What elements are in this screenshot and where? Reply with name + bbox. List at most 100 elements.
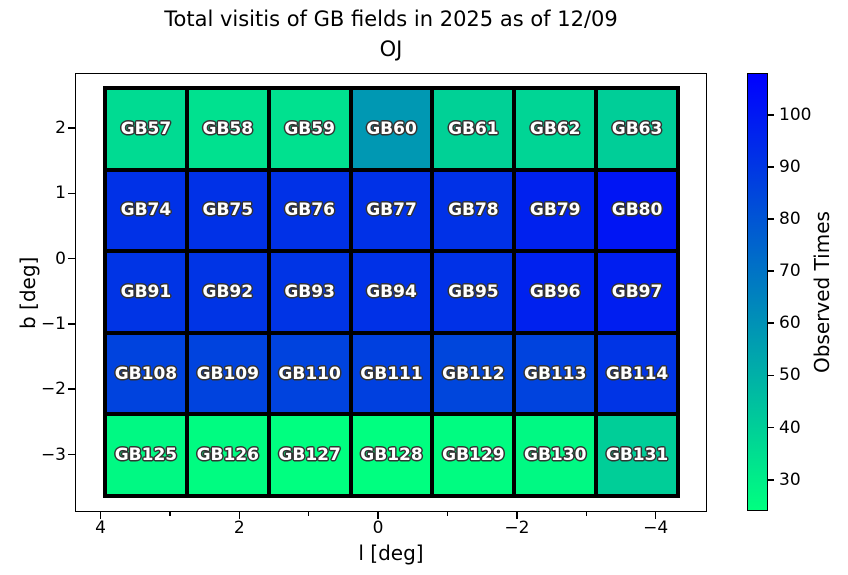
heatmap-cell-gb62: GB62 <box>516 90 595 168</box>
colorbar-gradient <box>747 73 768 511</box>
cell-label: GB109 <box>196 363 259 384</box>
heatmap-cell-gb75: GB75 <box>188 171 267 250</box>
cell-label: GB94 <box>366 281 417 302</box>
cell-label: GB79 <box>529 200 581 221</box>
cell-label: GB63 <box>611 118 663 139</box>
chart-title-line1: Total visitis of GB fields in 2025 as of… <box>164 7 618 31</box>
heatmap-cell-gb78: GB78 <box>434 171 513 250</box>
cell-label: GB92 <box>202 281 254 302</box>
y-tick-2 <box>68 127 75 129</box>
heatmap-cell-gb93: GB93 <box>270 253 349 331</box>
y-tick-label-2: 2 <box>55 118 66 138</box>
heatmap-cell-gb92: GB92 <box>188 253 267 331</box>
cell-label: GB129 <box>442 445 505 466</box>
colorbar-tick-80 <box>768 218 774 220</box>
heatmap-cell-gb126: GB126 <box>188 416 267 494</box>
heatmap-cell-gb113: GB113 <box>516 334 595 413</box>
colorbar-tick-label-50: 50 <box>779 365 801 386</box>
heatmap-cell-gb91: GB91 <box>107 253 185 331</box>
heatmap-grid: GB57 GB58 GB59 GB60 GB61 GB62 GB63 GB74 GB75 GB76… <box>103 86 680 498</box>
cell-label: GB128 <box>360 445 423 466</box>
colorbar-tick-90 <box>768 166 774 168</box>
cell-label: GB78 <box>448 200 499 221</box>
colorbar-tick-70 <box>768 270 774 272</box>
y-tick-label-−1: −1 <box>40 313 66 334</box>
colorbar-tick-label-80: 80 <box>779 209 801 229</box>
cell-label: GB59 <box>284 118 335 139</box>
heatmap-cell-gb95: GB95 <box>434 253 513 331</box>
heatmap-cell-gb114: GB114 <box>598 334 676 413</box>
cell-label: GB125 <box>114 445 178 466</box>
heatmap-cell-gb63: GB63 <box>598 90 676 168</box>
cell-label: GB111 <box>360 363 423 384</box>
x-tick-label-4: 4 <box>95 518 106 538</box>
cell-label: GB75 <box>202 200 254 221</box>
colorbar-tick-label-100: 100 <box>779 104 812 125</box>
x-tick-0 <box>377 512 379 519</box>
cell-label: GB60 <box>366 118 417 139</box>
cell-label: GB95 <box>448 281 499 302</box>
heatmap-cell-gb108: GB108 <box>107 334 185 413</box>
y-tick-−2 <box>68 388 75 390</box>
heatmap-cell-gb57: GB57 <box>107 90 185 168</box>
heatmap-cell-gb127: GB127 <box>270 416 349 494</box>
colorbar-tick-label-40: 40 <box>779 417 801 438</box>
heatmap-cell-gb61: GB61 <box>434 90 513 168</box>
heatmap-cell-gb80: GB80 <box>598 171 676 250</box>
colorbar-tick-30 <box>768 478 774 481</box>
y-axis-label: b [deg] <box>16 256 40 329</box>
cell-label: GB110 <box>278 363 341 384</box>
heatmap-cell-gb111: GB111 <box>352 334 431 413</box>
cell-label: GB77 <box>366 200 417 221</box>
x-minor-tick <box>585 512 588 516</box>
colorbar-tick-label-60: 60 <box>779 313 801 334</box>
heatmap-cell-gb109: GB109 <box>188 334 267 413</box>
y-tick-label-−2: −2 <box>40 379 66 400</box>
cell-label: GB91 <box>120 281 172 302</box>
heatmap-cell-gb76: GB76 <box>270 171 349 250</box>
colorbar-tick-100 <box>768 113 774 116</box>
heatmap-cell-gb94: GB94 <box>352 253 431 331</box>
heatmap-cell-gb79: GB79 <box>516 171 595 250</box>
heatmap-cell-gb96: GB96 <box>516 253 595 331</box>
colorbar-tick-50 <box>768 374 774 377</box>
x-minor-tick <box>169 512 171 516</box>
cell-label: GB96 <box>529 281 581 302</box>
colorbar-tick-label-90: 90 <box>779 156 801 177</box>
x-tick-label-2: 2 <box>233 518 245 538</box>
x-tick-label-0: 0 <box>372 518 384 538</box>
x-tick-4 <box>99 512 102 519</box>
cell-label: GB74 <box>120 200 172 221</box>
cell-label: GB62 <box>529 118 581 139</box>
cell-label: GB57 <box>120 118 172 139</box>
heatmap-cell-gb77: GB77 <box>352 171 431 250</box>
x-tick-label-−4: −4 <box>643 518 669 538</box>
heatmap-cell-gb125: GB125 <box>107 416 185 494</box>
colorbar-tick-60 <box>768 322 774 325</box>
y-tick-−1 <box>68 323 75 325</box>
cell-label: GB108 <box>114 363 178 384</box>
x-minor-tick <box>446 512 449 516</box>
cell-label: GB113 <box>524 363 587 384</box>
cell-label: GB130 <box>524 445 587 466</box>
x-tick-label-−2: −2 <box>504 518 530 538</box>
cell-label: GB112 <box>442 363 505 384</box>
heatmap-cell-gb58: GB58 <box>188 90 267 168</box>
y-tick-label-1: 1 <box>55 183 66 204</box>
heatmap-cell-gb128: GB128 <box>352 416 431 494</box>
heatmap-cell-gb74: GB74 <box>107 171 185 250</box>
x-tick-−2 <box>516 512 518 519</box>
heatmap-cell-gb59: GB59 <box>270 90 349 168</box>
y-tick-label-0: 0 <box>55 248 66 269</box>
heatmap-cell-gb131: GB131 <box>598 416 676 494</box>
y-tick-1 <box>68 192 75 195</box>
y-tick-−3 <box>68 453 75 456</box>
heatmap-cell-gb112: GB112 <box>434 334 513 413</box>
cell-label: GB58 <box>202 118 254 139</box>
heatmap-cell-gb97: GB97 <box>598 253 676 331</box>
colorbar-tick-40 <box>768 426 774 429</box>
cell-label: GB61 <box>448 118 499 139</box>
heatmap-cell-gb129: GB129 <box>434 416 513 494</box>
cell-label: GB76 <box>284 200 335 221</box>
